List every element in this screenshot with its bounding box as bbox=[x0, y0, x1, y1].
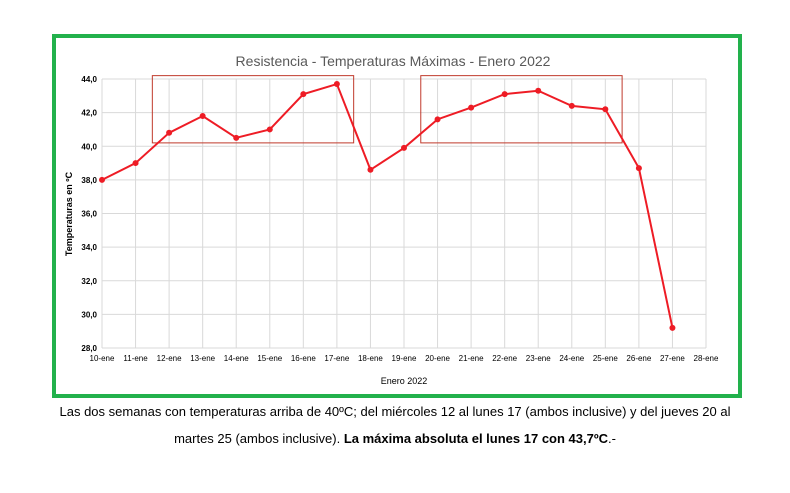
data-point bbox=[99, 176, 105, 183]
data-point bbox=[434, 116, 441, 123]
x-tick-label: 16-ene bbox=[291, 354, 316, 363]
x-tick-label: 21-ene bbox=[459, 354, 484, 363]
data-point bbox=[266, 126, 273, 133]
chart-frame: Resistencia - Temperaturas Máximas - Ene… bbox=[52, 34, 742, 398]
data-point bbox=[300, 91, 307, 98]
x-tick-label: 22-ene bbox=[492, 354, 517, 363]
data-point bbox=[401, 144, 407, 151]
y-tick-label: 38,0 bbox=[81, 176, 97, 185]
y-tick-label: 28,0 bbox=[81, 344, 97, 353]
x-tick-label: 15-ene bbox=[257, 354, 282, 363]
x-tick-label: 11-ene bbox=[123, 354, 148, 363]
y-tick-label: 40,0 bbox=[81, 142, 97, 151]
x-tick-label: 19-ene bbox=[392, 354, 417, 363]
y-tick-label: 30,0 bbox=[81, 310, 97, 319]
data-point bbox=[535, 87, 542, 94]
data-point bbox=[233, 134, 240, 141]
highlight-box bbox=[420, 75, 623, 144]
y-axis-label: Temperaturas en ºC bbox=[64, 171, 74, 256]
data-point bbox=[333, 81, 340, 88]
x-tick-label: 28-ene bbox=[694, 354, 719, 363]
data-point bbox=[568, 102, 575, 109]
data-point bbox=[468, 104, 475, 111]
data-point bbox=[166, 129, 173, 136]
y-tick-label: 44,0 bbox=[81, 75, 97, 84]
caption-line-2: martes 25 (ambos inclusive). La máxima a… bbox=[0, 431, 790, 446]
x-tick-label: 27-ene bbox=[660, 354, 685, 363]
data-point bbox=[501, 91, 508, 98]
x-tick-label: 20-ene bbox=[425, 354, 450, 363]
data-point bbox=[367, 166, 374, 173]
y-tick-label: 42,0 bbox=[81, 109, 97, 118]
y-tick-label: 32,0 bbox=[81, 277, 97, 286]
x-tick-label: 10-ene bbox=[90, 354, 115, 363]
y-tick-label: 36,0 bbox=[81, 210, 97, 219]
series-line bbox=[101, 82, 674, 329]
chart-title: Resistencia - Temperaturas Máximas - Ene… bbox=[236, 53, 551, 69]
caption-end: .- bbox=[607, 431, 616, 446]
y-tick-label: 34,0 bbox=[81, 243, 97, 252]
x-axis-label: Enero 2022 bbox=[381, 376, 428, 386]
data-point bbox=[132, 160, 139, 167]
caption-highlight: La máxima absoluta el lunes 17 con 43,7º… bbox=[343, 431, 608, 446]
data-point bbox=[199, 112, 206, 119]
x-tick-label: 24-ene bbox=[559, 354, 584, 363]
temperature-line-chart: Resistencia - Temperaturas Máximas - Ene… bbox=[64, 53, 719, 386]
x-tick-label: 14-ene bbox=[224, 354, 249, 363]
caption-line-1: Las dos semanas con temperaturas arriba … bbox=[59, 404, 731, 419]
data-point bbox=[635, 165, 642, 172]
data-point bbox=[602, 106, 609, 113]
x-tick-label: 17-ene bbox=[324, 354, 349, 363]
data-point bbox=[669, 324, 676, 331]
highlight-box bbox=[151, 75, 355, 144]
caption-text: martes 25 (ambos inclusive). bbox=[174, 431, 344, 446]
x-tick-label: 13-ene bbox=[190, 354, 215, 363]
x-tick-label: 12-ene bbox=[157, 354, 182, 363]
x-tick-label: 25-ene bbox=[593, 354, 618, 363]
x-tick-label: 26-ene bbox=[626, 354, 651, 363]
x-tick-label: 18-ene bbox=[358, 354, 383, 363]
x-tick-label: 23-ene bbox=[526, 354, 551, 363]
